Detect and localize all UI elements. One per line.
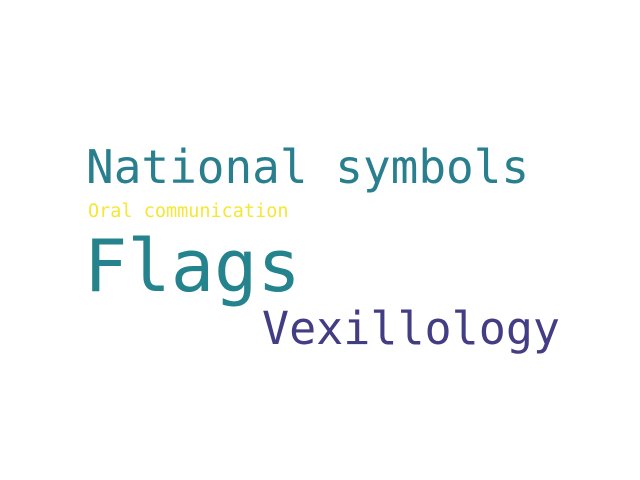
word-flags: Flags [84, 224, 301, 308]
word-vexillology: Vexillology [262, 302, 561, 355]
word-oral-communication: Oral communication [88, 201, 289, 222]
word-national-symbols: National symbols [86, 140, 530, 194]
